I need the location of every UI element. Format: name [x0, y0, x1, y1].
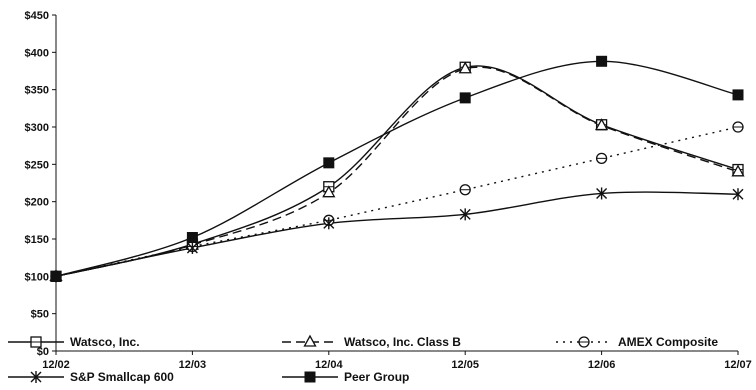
y-tick-label: $250: [25, 159, 49, 171]
data-point-s2-3: [459, 184, 471, 196]
series-line-4: [55, 60, 739, 278]
data-point-s4-5: [732, 89, 744, 101]
data-point-s4-1: [186, 232, 198, 244]
legend-marker: [303, 334, 317, 347]
y-tick-label: $100: [25, 271, 49, 283]
y-tick-label: $350: [25, 85, 49, 97]
x-tick-label: 12/06: [588, 359, 616, 371]
x-tick-label: 12/02: [42, 359, 70, 371]
y-tick-label: $450: [25, 10, 49, 22]
legend-label: Peer Group: [344, 370, 409, 384]
x-tick-label: 12/04: [315, 359, 343, 371]
legend-label: Watsco, Inc.: [70, 335, 140, 349]
legend-marker: [304, 371, 316, 383]
legend-item-0: Watsco, Inc.: [8, 335, 140, 349]
y-tick-label: $150: [25, 234, 49, 246]
data-point-s4-3: [459, 92, 471, 104]
series-line-2: [55, 126, 739, 278]
x-tick-label: 12/03: [179, 359, 207, 371]
series-markers: [49, 55, 745, 283]
legend-label: AMEX Composite: [618, 335, 718, 349]
y-tick-label: $300: [25, 122, 49, 134]
y-tick-label: $400: [25, 47, 49, 59]
legend-marker: [578, 336, 590, 348]
data-point-s4-0: [50, 270, 62, 282]
series-line-1: [55, 66, 739, 278]
legend-label: Watsco, Inc. Class B: [344, 335, 461, 349]
legend-marker: [30, 371, 42, 383]
data-point-s1-4: [595, 118, 609, 131]
data-point-s1-3: [458, 61, 472, 74]
y-tick-label: $50: [31, 309, 49, 321]
data-point-s4-4: [596, 55, 608, 67]
y-tick-label: $0: [37, 346, 49, 358]
data-point-s1-5: [731, 164, 745, 177]
data-point-s3-3: [459, 208, 471, 221]
legend-item-1: Watsco, Inc. Class B: [282, 334, 461, 349]
legend-marker: [30, 336, 42, 348]
data-point-s1-2: [322, 185, 336, 198]
chart-axes: $0 $50 $100 $150 $200 $250 $300 $350 $400 $450 12/…: [25, 10, 752, 371]
chart-legend: Watsco, Inc. Watsco, Inc. Class B AMEX Com…: [8, 334, 718, 384]
data-point-s4-2: [323, 157, 335, 169]
data-point-s2-4: [595, 152, 608, 165]
data-point-s2-5: [732, 121, 744, 133]
legend-item-4: Peer Group: [282, 370, 409, 384]
data-point-s3-4: [596, 187, 608, 200]
legend-item-3: S&P Smallcap 600: [8, 370, 174, 384]
legend-label: S&P Smallcap 600: [70, 370, 174, 384]
x-tick-label: 12/07: [724, 359, 752, 371]
series-line-3: [55, 191, 739, 278]
series-lines: [55, 60, 739, 278]
data-point-s3-2: [323, 217, 335, 230]
data-point-s3-5: [732, 188, 744, 201]
y-tick-label: $200: [25, 197, 49, 209]
legend-item-2: AMEX Composite: [556, 335, 718, 349]
x-tick-label: 12/05: [451, 359, 479, 371]
data-point-s3-1: [186, 241, 198, 254]
series-line-0: [55, 65, 739, 278]
